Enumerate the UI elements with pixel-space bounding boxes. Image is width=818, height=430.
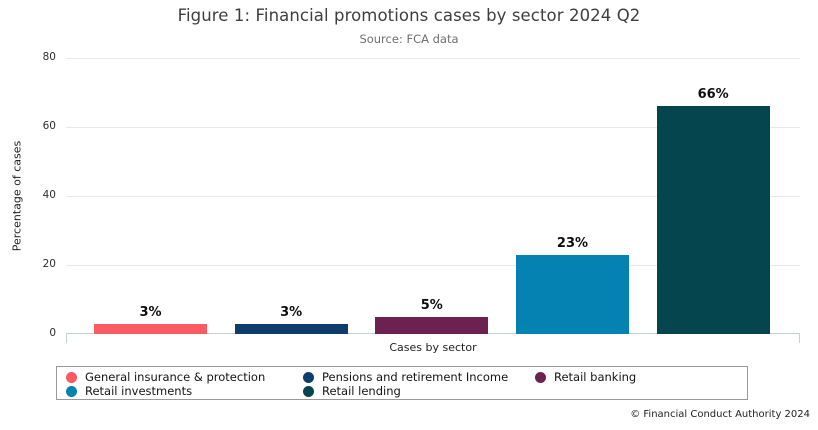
legend-label: Retail banking [554,370,637,384]
legend-item-2: Pensions and retirement Income [303,370,535,384]
bar-4 [515,254,629,334]
bar-value-label-2: 3% [280,304,303,320]
bar-value-label-3: 5% [420,297,443,313]
plot-area: 3% 3% 5% 23% 66% [66,58,800,343]
legend: General insurance & protection Pensions a… [56,366,748,400]
legend-label: Retail investments [85,384,193,398]
legend-item-4: Retail investments [66,384,303,398]
gridline-40 [66,196,800,197]
legend-label: Pensions and retirement Income [322,370,509,384]
y-tick-label-0: 0 [49,327,56,339]
axis-tick-left [66,334,67,343]
axis-tick-right [799,334,800,343]
bar-5 [656,106,770,334]
bar-2 [234,323,348,334]
legend-label: Retail lending [322,384,401,398]
bar-value-label-1: 3% [139,304,162,320]
copyright-note: © Financial Conduct Authority 2024 [630,409,810,420]
chart-subtitle: Source: FCA data [359,32,459,46]
legend-item-1: General insurance & protection [66,370,303,384]
chart-title: Figure 1: Financial promotions cases by … [177,6,641,25]
y-tick-label-80: 80 [42,51,56,63]
legend-marker-icon [66,371,77,383]
y-tick-label-20: 20 [42,258,56,270]
y-tick-label-60: 60 [42,120,56,132]
bar-value-label-4: 23% [556,235,589,251]
bar-3 [375,316,489,334]
legend-marker-icon [66,385,77,397]
bar-1 [94,323,207,334]
legend-item-5: Retail lending [303,384,535,398]
legend-marker-icon [535,371,546,383]
gridline-60 [66,127,800,128]
gridline-80 [66,58,800,59]
legend-label: General insurance & protection [85,370,266,384]
legend-item-3: Retail banking [535,370,747,384]
y-tick-label-40: 40 [42,189,56,201]
gridline-20 [66,265,800,266]
legend-marker-icon [303,385,314,397]
legend-marker-icon [303,371,314,383]
bar-value-label-5: 66% [697,87,729,103]
x-axis-title: Cases by sector [389,341,477,354]
